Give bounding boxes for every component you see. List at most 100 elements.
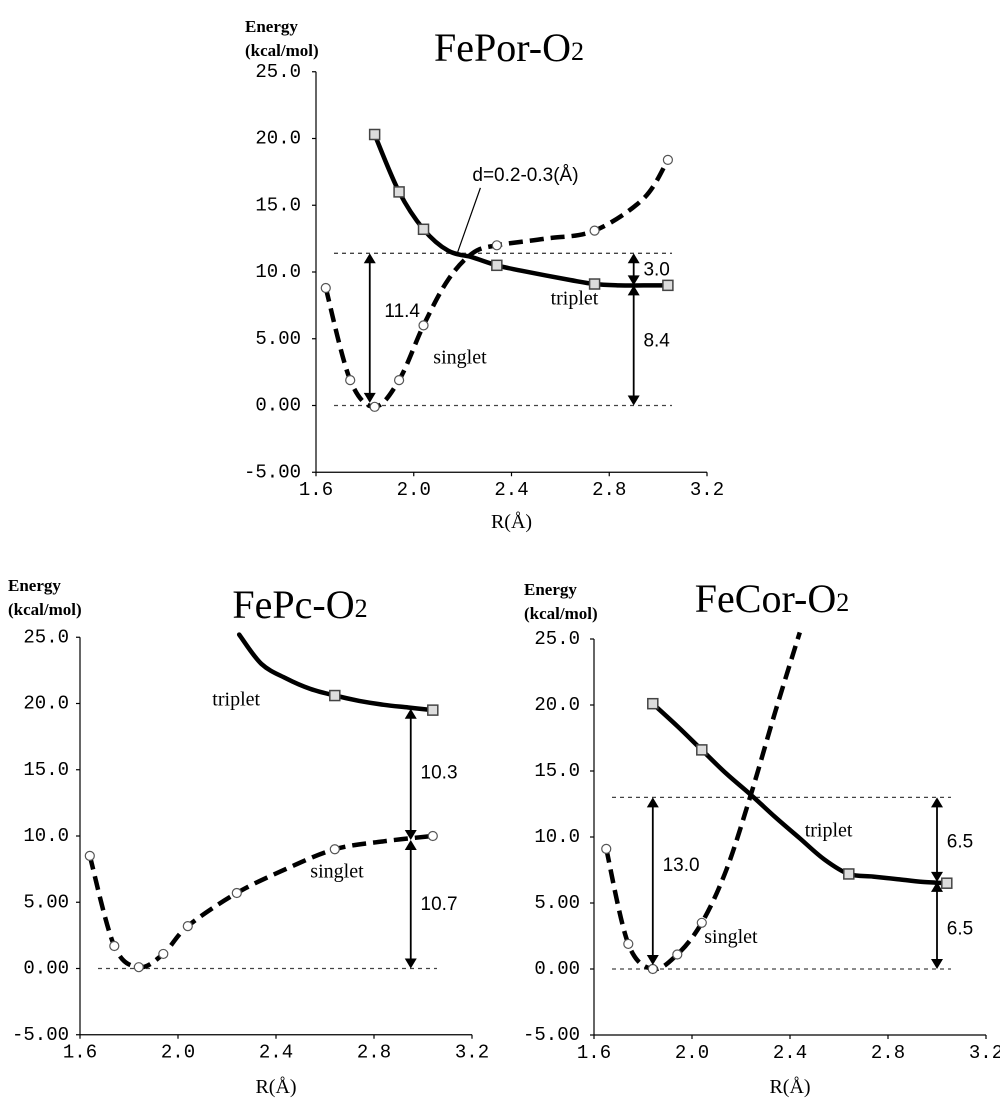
- chart-title-subscript: 2: [836, 588, 849, 617]
- x-tick-label: 3.2: [690, 479, 724, 501]
- data-point-singlet: [672, 949, 683, 960]
- y-tick-label: 20.0: [534, 694, 580, 716]
- energy-gap-label: 6.5: [947, 831, 973, 852]
- y-tick-label: 25.0: [255, 61, 301, 83]
- x-tick-label: 2.8: [357, 1042, 391, 1064]
- data-point-singlet: [329, 844, 340, 855]
- y-tick-label: 15.0: [255, 194, 301, 216]
- curve-label-triplet: triplet: [551, 288, 599, 310]
- y-axis-label-line2: (kcal/mol): [245, 41, 319, 60]
- y-tick-label: 25.0: [534, 628, 580, 650]
- energy-gap-label: 11.4: [384, 301, 420, 322]
- chart-fecor-o2: FeCor-O2 Energy (kcal/mol) 25.0 20.0 15.0 10.0…: [523, 576, 1000, 1098]
- chart-title-main: FePc-O: [232, 582, 354, 627]
- data-point-singlet: [647, 963, 658, 975]
- data-point-singlet: [369, 401, 380, 412]
- arrow-head-up: [627, 285, 640, 296]
- y-tick-label: 20.0: [23, 693, 69, 715]
- arrow-head-up: [404, 708, 417, 719]
- series-line-triplet: [372, 132, 671, 288]
- arrow-head-down: [931, 871, 943, 882]
- chart-fepor-o2: FePor-O2 Energy (kcal/mol)25.0 20.0 15.0 10.0…: [244, 17, 724, 533]
- x-tick-label: 3.2: [969, 1042, 1000, 1064]
- data-point-triplet: [941, 877, 953, 889]
- arrow-head-down: [931, 959, 943, 969]
- chart-title: FePc-O2: [232, 582, 367, 627]
- energy-gap-label: 10.3: [421, 763, 458, 784]
- arrow-head-down: [404, 958, 417, 969]
- data-point-singlet: [393, 375, 405, 386]
- arrow-head-up: [363, 253, 376, 264]
- x-axis-label: R(Å): [255, 1076, 296, 1098]
- data-point-triplet: [368, 128, 381, 141]
- data-point-triplet: [647, 697, 659, 710]
- y-axis-label-line1: Energy: [245, 17, 298, 36]
- arrow-head-down: [404, 829, 417, 840]
- x-tick-label: 2.4: [259, 1042, 293, 1064]
- arrow-head-down: [646, 955, 659, 966]
- data-point-singlet: [158, 948, 169, 960]
- arrow-head-up: [627, 253, 640, 264]
- data-point-singlet: [418, 320, 429, 331]
- x-tick-label: 2.8: [592, 479, 626, 501]
- data-point-singlet: [133, 962, 144, 973]
- energy-gap-label: 13.0: [663, 855, 700, 876]
- curve-label-triplet: triplet: [805, 819, 853, 841]
- curve-label-triplet: triplet: [212, 688, 260, 710]
- x-tick-label: 2.4: [494, 479, 528, 501]
- data-point-triplet: [662, 279, 674, 292]
- y-tick-label: 20.0: [255, 128, 301, 150]
- y-axis-label-line2: (kcal/mol): [8, 600, 82, 619]
- chart-fepc-o2: FePc-O2 Energy (kcal/mol) 25.0 20.0 15.0 10.0 5…: [8, 576, 489, 1098]
- y-tick-label: 0.00: [534, 958, 580, 980]
- data-point-singlet: [345, 375, 356, 386]
- y-tick-label: 15.0: [534, 760, 580, 782]
- crossing-distance-annotation: d=0.2-0.3(Å): [472, 165, 578, 186]
- arrow-head-down: [627, 395, 640, 406]
- curve-label-singlet: singlet: [310, 861, 364, 883]
- data-point-singlet: [662, 154, 674, 165]
- y-tick-label: 10.0: [255, 261, 301, 283]
- arrow-head-down: [363, 392, 376, 403]
- data-point-singlet: [182, 920, 193, 932]
- arrow-head-up: [646, 797, 659, 808]
- curve-label-singlet: singlet: [433, 346, 487, 368]
- energy-gap-label: 10.7: [421, 894, 458, 915]
- y-axis-label-line1: Energy: [524, 580, 577, 599]
- data-point-singlet: [623, 938, 634, 950]
- data-point-triplet: [417, 223, 430, 236]
- data-point-triplet: [588, 278, 601, 290]
- y-tick-label: -5.00: [12, 1024, 69, 1046]
- x-tick-label: 1.6: [299, 479, 333, 501]
- chart-title-main: FePor-O: [434, 25, 571, 70]
- data-point-singlet: [109, 940, 120, 952]
- data-point-triplet: [329, 689, 341, 702]
- data-point-singlet: [696, 917, 707, 928]
- data-point-singlet: [589, 225, 600, 236]
- energy-gap-label: 6.5: [947, 918, 973, 939]
- x-axis-label: R(Å): [491, 511, 532, 533]
- series-line-singlet: [87, 833, 434, 970]
- y-tick-label: 0.00: [23, 958, 69, 980]
- data-point-triplet: [427, 704, 439, 716]
- arrow-head-down: [627, 275, 640, 286]
- chart-title-main: FeCor-O: [695, 576, 836, 621]
- arrow-head-up: [931, 881, 943, 892]
- curve-label-singlet: singlet: [704, 926, 758, 948]
- y-tick-label: 25.0: [23, 626, 69, 648]
- y-tick-label: 5.00: [23, 891, 69, 913]
- x-tick-label: 2.0: [161, 1042, 195, 1064]
- series-line-singlet: [604, 631, 802, 972]
- data-point-singlet: [427, 830, 438, 842]
- chart-title-subscript: 2: [571, 37, 584, 66]
- data-point-triplet: [696, 744, 708, 756]
- x-tick-label: 2.4: [773, 1042, 807, 1064]
- arrow-head-up: [931, 797, 943, 808]
- y-axis-label-line2: (kcal/mol): [524, 604, 598, 623]
- energy-gap-label: 8.4: [643, 330, 670, 351]
- x-tick-label: 2.0: [397, 479, 431, 501]
- data-point-triplet: [393, 186, 405, 198]
- y-axis-label-line1: Energy: [8, 576, 61, 595]
- x-tick-label: 3.2: [455, 1042, 489, 1064]
